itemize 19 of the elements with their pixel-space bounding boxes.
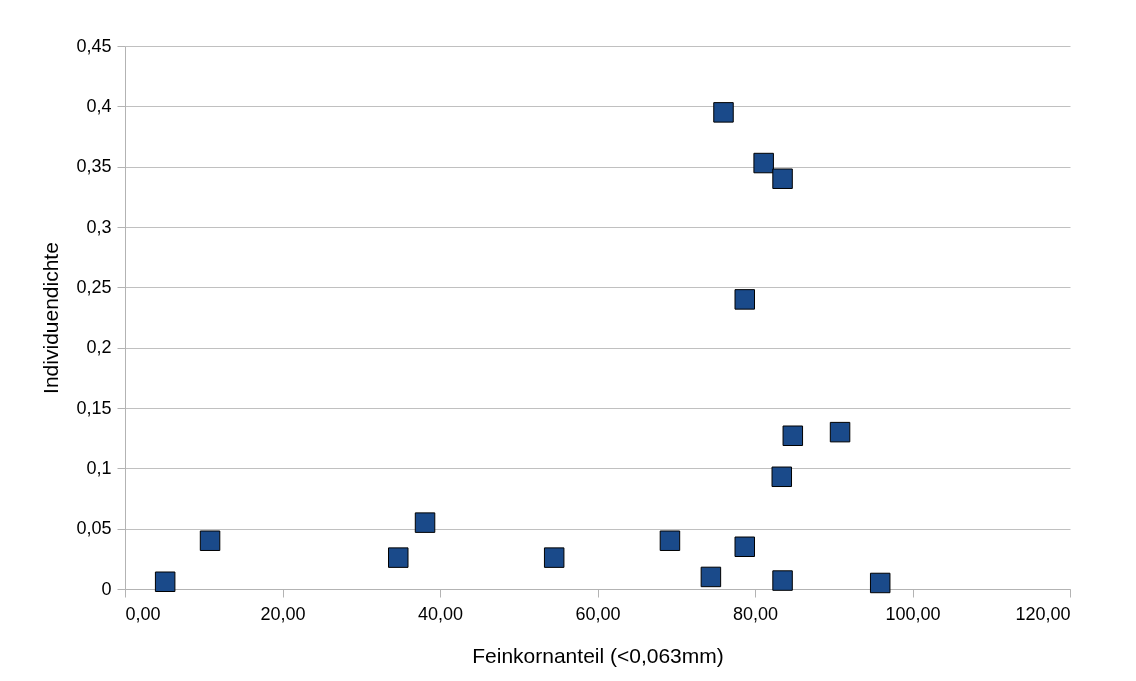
y-tick-label: 0,3 xyxy=(86,216,112,237)
y-tick-label: 0,45 xyxy=(76,35,112,56)
y-tick-label: 0,35 xyxy=(76,156,112,177)
y-tick-label: 0 xyxy=(101,578,112,599)
x-tick-label: 120,00 xyxy=(1015,603,1071,624)
x-tick-label: 100,00 xyxy=(885,603,941,624)
y-axis-title: Individuendichte xyxy=(39,242,63,394)
x-tick-label: 20,00 xyxy=(260,603,306,624)
x-axis-title: Feinkornanteil (<0,063mm) xyxy=(472,643,724,667)
x-tick-label: 60,00 xyxy=(575,603,621,624)
y-tick-label: 0,1 xyxy=(86,457,112,478)
y-tick-label: 0,4 xyxy=(86,95,112,116)
x-tick-label: 80,00 xyxy=(732,603,779,624)
y-tick-label: 0,05 xyxy=(76,518,112,539)
x-tick-label: 40,00 xyxy=(417,603,464,624)
x-tick-label: 0,00 xyxy=(125,603,161,624)
y-tick-label: 0,15 xyxy=(76,397,112,418)
y-tick-label: 0,2 xyxy=(86,337,112,358)
y-tick-label: 0,25 xyxy=(76,276,112,297)
